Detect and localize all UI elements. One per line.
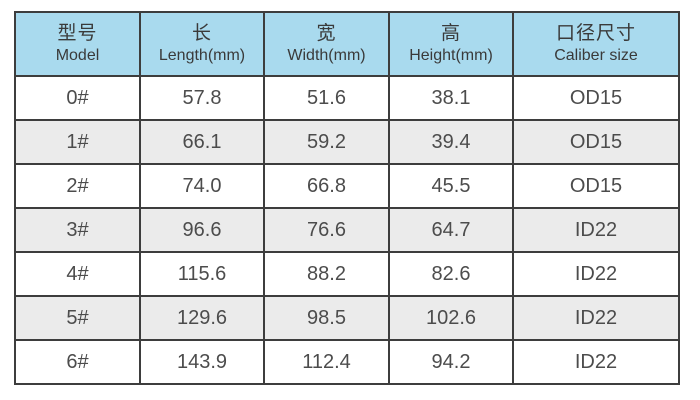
cell-height: 39.4: [388, 119, 514, 165]
cell-height: 82.6: [388, 251, 514, 297]
col-header-model-en: Model: [55, 47, 100, 64]
cell-length: 96.6: [139, 207, 265, 253]
col-header-length-zh: 长: [191, 23, 212, 44]
col-header-width: 宽 Width(mm): [263, 11, 390, 77]
cell-model: 4#: [14, 251, 141, 297]
cell-height: 45.5: [388, 163, 514, 209]
cell-length: 143.9: [139, 339, 265, 385]
table-row-3: 3# 96.6 76.6 64.7 ID22: [14, 207, 680, 253]
cell-model: 0#: [14, 75, 141, 121]
header-row: 型号 Model 长 Length(mm) 宽 Width(mm) 高 Heig…: [14, 11, 680, 77]
col-header-height-en: Height(mm): [409, 47, 493, 64]
cell-length: 66.1: [139, 119, 265, 165]
col-header-length-en: Length(mm): [158, 47, 246, 64]
col-header-width-zh: 宽: [316, 23, 337, 44]
cell-length: 115.6: [139, 251, 265, 297]
cell-height: 94.2: [388, 339, 514, 385]
col-header-model: 型号 Model: [14, 11, 141, 77]
cell-length: 129.6: [139, 295, 265, 341]
cell-caliber: OD15: [512, 163, 680, 209]
col-header-caliber: 口径尺寸 Caliber size: [512, 11, 680, 77]
col-header-caliber-en: Caliber size: [554, 47, 638, 64]
cell-caliber: ID22: [512, 339, 680, 385]
cell-width: 76.6: [263, 207, 390, 253]
cell-model: 2#: [14, 163, 141, 209]
table-row-0: 0# 57.8 51.6 38.1 OD15: [14, 75, 680, 121]
spec-table: 型号 Model 长 Length(mm) 宽 Width(mm) 高 Heig…: [14, 11, 680, 385]
cell-model: 1#: [14, 119, 141, 165]
cell-caliber: OD15: [512, 75, 680, 121]
cell-width: 112.4: [263, 339, 390, 385]
cell-model: 5#: [14, 295, 141, 341]
cell-caliber: ID22: [512, 251, 680, 297]
cell-caliber: ID22: [512, 207, 680, 253]
table-row-1: 1# 66.1 59.2 39.4 OD15: [14, 119, 680, 165]
table-row-4: 4# 115.6 88.2 82.6 ID22: [14, 251, 680, 297]
cell-width: 59.2: [263, 119, 390, 165]
cell-width: 66.8: [263, 163, 390, 209]
cell-model: 3#: [14, 207, 141, 253]
cell-height: 38.1: [388, 75, 514, 121]
table-row-6: 6# 143.9 112.4 94.2 ID22: [14, 339, 680, 385]
cell-height: 64.7: [388, 207, 514, 253]
cell-width: 98.5: [263, 295, 390, 341]
col-header-width-en: Width(mm): [287, 47, 366, 64]
col-header-model-zh: 型号: [57, 23, 98, 44]
col-header-height-zh: 高: [440, 23, 461, 44]
col-header-length: 长 Length(mm): [139, 11, 265, 77]
col-header-caliber-zh: 口径尺寸: [555, 23, 636, 44]
cell-model: 6#: [14, 339, 141, 385]
table-header: 型号 Model 长 Length(mm) 宽 Width(mm) 高 Heig…: [14, 11, 680, 77]
table-row-5: 5# 129.6 98.5 102.6 ID22: [14, 295, 680, 341]
cell-length: 57.8: [139, 75, 265, 121]
table-row-2: 2# 74.0 66.8 45.5 OD15: [14, 163, 680, 209]
table-body: 0# 57.8 51.6 38.1 OD15 1# 66.1 59.2 39.4…: [14, 75, 680, 385]
cell-width: 88.2: [263, 251, 390, 297]
cell-width: 51.6: [263, 75, 390, 121]
col-header-height: 高 Height(mm): [388, 11, 514, 77]
cell-length: 74.0: [139, 163, 265, 209]
cell-caliber: ID22: [512, 295, 680, 341]
cell-height: 102.6: [388, 295, 514, 341]
cell-caliber: OD15: [512, 119, 680, 165]
